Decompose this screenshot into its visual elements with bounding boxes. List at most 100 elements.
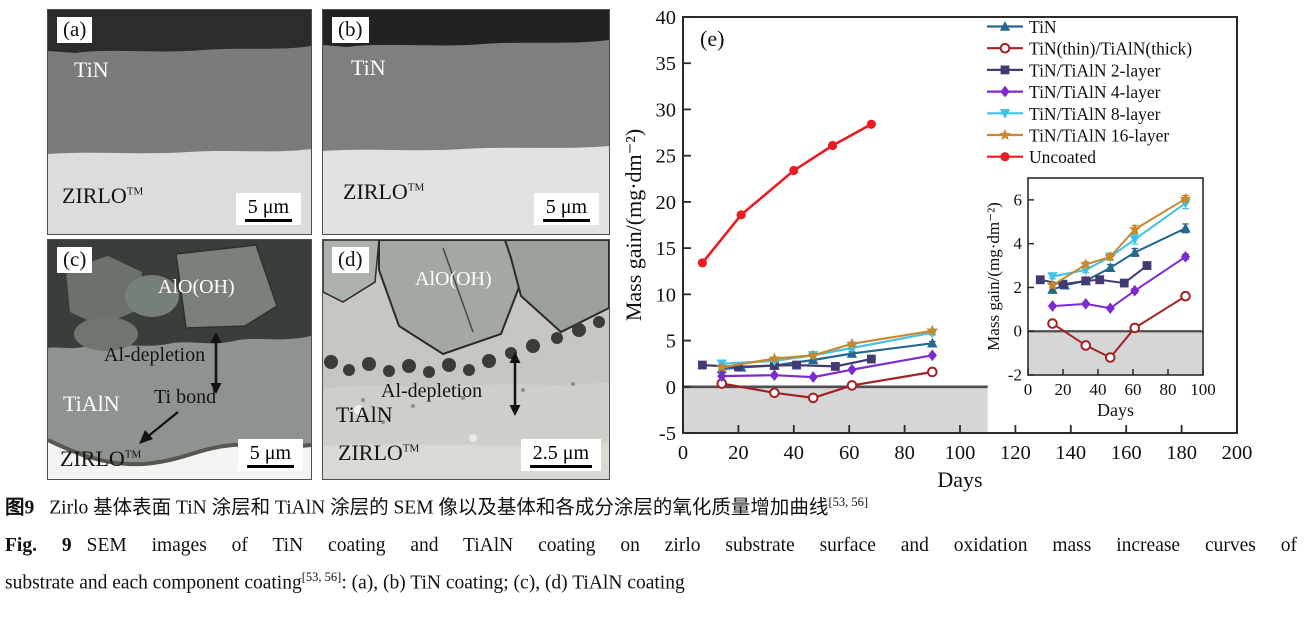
- inset-x-tick-label: 100: [1190, 380, 1216, 399]
- y-tick-label: -5: [659, 423, 676, 445]
- inset-x-tick-label: 40: [1090, 380, 1107, 399]
- y-tick-label: 20: [656, 192, 677, 214]
- mass-loss-shaded-region: [683, 386, 988, 433]
- legend-item-tin: TiN: [987, 17, 1057, 37]
- scale-text: 5 μm: [244, 196, 292, 222]
- legend-item-tin-thin-tialn-thick: TiN(thin)/TiAlN(thick): [987, 39, 1192, 59]
- x-tick-label: 80: [894, 442, 915, 464]
- sem-panel-c: (c) AlO(OH) Al-depletion TiAlN Ti bond Z…: [47, 239, 312, 480]
- coating-label: TiN: [351, 55, 386, 80]
- depletion-label: Al-depletion: [104, 344, 206, 366]
- substrate-tm: TM: [402, 442, 420, 455]
- caption-en-ref: [53, 56]: [301, 570, 342, 584]
- legend-item-tin-tialn-16-layer: TiN/TiAlN 16-layer: [987, 126, 1169, 146]
- substrate-label: ZIRLOTM: [338, 440, 420, 465]
- panel-tag: (b): [332, 17, 369, 44]
- y-tick-label: 40: [656, 7, 677, 29]
- scale-text: 5 μm: [542, 196, 590, 222]
- inset-y-axis-label: Mass gain/(mg·dm⁻²): [984, 202, 1003, 351]
- panel-tag: (a): [57, 17, 93, 44]
- x-tick-label: 200: [1222, 442, 1253, 464]
- inset-x-axis-label: Days: [1097, 400, 1134, 420]
- y-tick-label: 30: [656, 99, 677, 121]
- panel-tag: (d): [332, 247, 369, 274]
- series-tin-thin-tialn-thick: [716, 366, 938, 404]
- x-tick-label: 100: [945, 442, 976, 464]
- inset-shaded-region: [1028, 331, 1203, 375]
- depletion-label: Al-depletion: [381, 380, 483, 402]
- inset-x-tick-label: 0: [1024, 380, 1033, 399]
- caption-zh-ref: [53, 56]: [828, 495, 869, 509]
- legend-item-tin-tialn-8-layer: TiN/TiAlN 8-layer: [987, 104, 1161, 124]
- x-tick-label: 120: [1000, 442, 1031, 464]
- substrate-label: ZIRLOTM: [62, 183, 144, 208]
- caption-en-text1: SEM images of TiN coating and TiAlN coat…: [86, 534, 1297, 556]
- caption-zh: 图9 Zirlo 基体表面 TiN 涂层和 TiAlN 涂层的 SEM 像以及基体…: [5, 493, 1297, 523]
- inset-x-tick-label: 60: [1125, 380, 1142, 399]
- scale-bar: 5 μm: [533, 193, 599, 225]
- legend-item-uncoated: Uncoated: [987, 147, 1096, 167]
- y-tick-label: 35: [656, 53, 677, 75]
- legend-item-tin-tialn-4-layer: TiN/TiAlN 4-layer: [987, 82, 1161, 102]
- legend-item-tin-tialn-2-layer: TiN/TiAlN 2-layer: [987, 60, 1161, 80]
- x-tick-label: 0: [678, 442, 688, 464]
- y-tick-label: 5: [666, 331, 676, 353]
- coating-label: TiN: [74, 57, 109, 82]
- legend-label: TiN/TiAlN 2-layer: [1029, 60, 1161, 80]
- series-tin-tialn-16-layer: [715, 324, 939, 373]
- sem-panel-d: (d) AlO(OH) Al-depletion TiAlN ZIRLOTM 2…: [322, 239, 610, 480]
- inset-y-tick-label: -2: [1008, 366, 1022, 385]
- sem-panel-b: (b) TiN ZIRLOTM 5 μm: [322, 9, 610, 235]
- bond-label: Ti bond: [154, 386, 217, 408]
- main-plot: 0 20 40 60 80 100 120 140 160 180 200-505101520253…: [621, 7, 1252, 492]
- caption-en-text2: substrate and each component coating: [5, 572, 302, 594]
- x-tick-label: 180: [1166, 442, 1197, 464]
- substrate-name: ZIRLO: [62, 183, 127, 208]
- caption-zh-text: Zirlo 基体表面 TiN 涂层和 TiAlN 涂层的 SEM 像以及基体和各…: [49, 497, 829, 519]
- inset-y-tick-label: 0: [1014, 322, 1023, 341]
- inset-series-tin-tialn-4-layer: [1047, 251, 1191, 315]
- legend-label: TiN/TiAlN 4-layer: [1029, 82, 1161, 102]
- scale-text: 5 μm: [246, 442, 294, 468]
- series-uncoated: [697, 119, 876, 268]
- x-tick-label: 20: [728, 442, 749, 464]
- inset-series-tin-thin-tialn-thick: [1047, 290, 1191, 363]
- inset-y-tick-label: 4: [1014, 234, 1023, 253]
- y-tick-label: 10: [656, 284, 677, 306]
- inset-series-tin-tialn-16-layer: [1046, 192, 1192, 291]
- legend-label: TiN/TiAlN 8-layer: [1029, 104, 1161, 124]
- substrate-name: ZIRLO: [60, 446, 125, 471]
- sem-panel-a: (a) TiN ZIRLOTM 5 μm: [47, 9, 312, 235]
- inset-x-tick-label: 20: [1055, 380, 1072, 399]
- substrate-tm: TM: [407, 181, 425, 194]
- caption-en-text3: : (a), (b) TiN coating; (c), (d) TiAlN c…: [341, 572, 685, 594]
- legend-label: TiN/TiAlN 16-layer: [1029, 126, 1169, 146]
- scale-bar: 2.5 μm: [520, 439, 601, 471]
- x-tick-label: 140: [1055, 442, 1086, 464]
- substrate-tm: TM: [126, 185, 144, 198]
- x-tick-label: 60: [839, 442, 860, 464]
- caption-zh-fignum: 图9: [5, 497, 35, 519]
- main-axes: 0 20 40 60 80 100 120 140 160 180 200-505101520253…: [656, 7, 1253, 464]
- legend-label: TiN: [1029, 17, 1057, 37]
- y-tick-label: 15: [656, 238, 677, 260]
- scale-text: 2.5 μm: [529, 442, 592, 468]
- coating-label: TiAlN: [336, 402, 393, 427]
- figure-caption: 图9 Zirlo 基体表面 TiN 涂层和 TiAlN 涂层的 SEM 像以及基体…: [5, 493, 1297, 606]
- legend-label: Uncoated: [1029, 147, 1096, 167]
- substrate-tm: TM: [124, 448, 142, 461]
- caption-en-line2: substrate and each component coating[53,…: [5, 568, 1297, 598]
- series-tin-tialn-4-layer: [717, 349, 937, 383]
- inset-series-tin-tialn-2-layer: [1035, 261, 1152, 289]
- caption-en-line1: Fig. 9 SEM images of TiN coating and TiAl…: [5, 531, 1297, 560]
- y-tick-label: 25: [656, 146, 677, 168]
- inset-y-tick-label: 6: [1014, 190, 1023, 209]
- substrate-name: ZIRLO: [338, 440, 403, 465]
- panel-tag-e: (e): [700, 26, 724, 51]
- x-tick-label: 160: [1111, 442, 1142, 464]
